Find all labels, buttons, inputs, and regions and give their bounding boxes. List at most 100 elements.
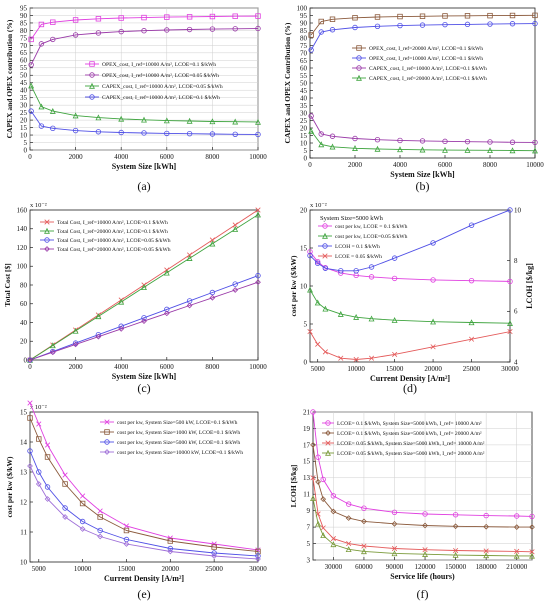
y-tick-label: 95 bbox=[20, 4, 28, 12]
data-point bbox=[483, 552, 490, 559]
y-tick-label: 85 bbox=[300, 27, 308, 35]
data-point bbox=[320, 525, 326, 531]
y-tick-label: 15 bbox=[20, 124, 28, 132]
x-tick-label: 25000 bbox=[205, 565, 223, 573]
data-point bbox=[315, 520, 322, 527]
data-point bbox=[186, 14, 193, 20]
legend-label: OPEX_cost, I_ref=10000 A/m², LCOE=0.1 $/… bbox=[102, 61, 216, 68]
y-tick-label: 10 bbox=[300, 282, 308, 290]
data-point bbox=[422, 551, 428, 557]
y-tick-label: 60 bbox=[300, 64, 308, 72]
data-point bbox=[141, 318, 147, 324]
y-tick-label: 50 bbox=[300, 79, 308, 87]
y-tick-label: 35 bbox=[300, 102, 308, 110]
data-point bbox=[141, 315, 147, 321]
y-tick-label: 3 bbox=[307, 556, 311, 564]
data-point bbox=[391, 545, 398, 552]
data-point bbox=[509, 12, 516, 19]
data-point bbox=[44, 496, 51, 502]
data-point bbox=[232, 287, 239, 293]
y-tick-label: 11 bbox=[20, 528, 27, 536]
x-tick-label: 15000 bbox=[386, 365, 404, 373]
y-tick-label: 0 bbox=[304, 154, 308, 162]
y-axis-label: cost per kw ($/kW) bbox=[289, 255, 298, 316]
data-point bbox=[28, 82, 35, 89]
data-point bbox=[310, 442, 316, 448]
x-tick-label: 210000 bbox=[506, 563, 528, 571]
series-2 bbox=[27, 211, 261, 363]
data-point bbox=[118, 115, 125, 122]
data-point bbox=[430, 318, 437, 325]
y-tick-label: 25 bbox=[20, 109, 28, 117]
data-point bbox=[391, 255, 398, 261]
data-point bbox=[422, 547, 428, 553]
data-point bbox=[397, 13, 403, 20]
data-point bbox=[507, 278, 513, 285]
data-point bbox=[345, 546, 352, 553]
y-tick-label: 80 bbox=[20, 281, 28, 289]
data-point bbox=[209, 289, 216, 296]
data-point bbox=[397, 146, 403, 153]
data-point bbox=[315, 479, 321, 485]
data-point bbox=[514, 513, 520, 519]
data-point bbox=[27, 400, 33, 406]
data-point bbox=[513, 552, 520, 559]
x-tick-label: 10000 bbox=[347, 365, 365, 373]
data-point bbox=[211, 544, 217, 550]
series-1 bbox=[28, 13, 261, 43]
y-tick-label: 50 bbox=[20, 72, 28, 80]
data-point bbox=[211, 550, 217, 556]
series-line bbox=[309, 251, 511, 282]
legend-marker bbox=[356, 65, 362, 71]
data-point bbox=[320, 476, 326, 483]
series-1 bbox=[308, 12, 538, 38]
data-point bbox=[374, 23, 381, 29]
data-point bbox=[186, 131, 193, 137]
y-tick-label: 5 bbox=[24, 139, 28, 147]
legend-label: OPEX_cost, I_ref=10000 A/m², LCOE=0.05 $… bbox=[102, 72, 219, 79]
data-point bbox=[164, 130, 170, 137]
data-point bbox=[452, 551, 459, 558]
x-tick-label: 10000 bbox=[526, 161, 544, 169]
y2-tick-label: 6 bbox=[514, 308, 518, 316]
legend-label: cost per kw, System Size=10000 kW, LCOE=… bbox=[117, 449, 243, 456]
data-point bbox=[255, 553, 261, 559]
data-point bbox=[397, 22, 403, 29]
data-point bbox=[164, 27, 170, 33]
data-point bbox=[314, 260, 321, 266]
data-point bbox=[255, 556, 261, 562]
data-point bbox=[464, 21, 471, 28]
data-point bbox=[141, 14, 147, 21]
y2-tick-label: 4 bbox=[514, 358, 518, 366]
data-point bbox=[487, 12, 493, 19]
x-tick-label: 30000 bbox=[249, 565, 267, 573]
y-tick-label: 120 bbox=[17, 244, 28, 252]
panel-caption: (f) bbox=[417, 587, 429, 601]
series-line bbox=[30, 85, 259, 123]
data-point bbox=[27, 415, 33, 421]
series-1 bbox=[27, 400, 261, 553]
y-tick-label: 30 bbox=[300, 109, 308, 117]
x-tick-label: 4000 bbox=[114, 153, 129, 161]
data-point bbox=[329, 16, 336, 22]
data-point bbox=[464, 13, 471, 19]
y-tick-label: 15 bbox=[303, 458, 311, 466]
data-point bbox=[468, 277, 475, 284]
series-2 bbox=[310, 442, 535, 530]
data-point bbox=[49, 107, 56, 114]
y-tick-label: 65 bbox=[20, 49, 28, 57]
y-multiplier: x 10⁻² bbox=[30, 404, 47, 411]
data-point bbox=[352, 145, 358, 151]
y-tick-label: 12 bbox=[20, 498, 28, 506]
y-tick-label: 7 bbox=[307, 524, 311, 532]
legend: Total Cost, I_ref=10000 A/m², LCOE=0.1 $… bbox=[40, 219, 171, 253]
series-line bbox=[29, 275, 259, 361]
legend-marker bbox=[89, 82, 95, 89]
x-tick-label: 6000 bbox=[160, 153, 175, 161]
data-point bbox=[352, 15, 358, 21]
data-point bbox=[62, 514, 68, 520]
data-point bbox=[391, 550, 398, 557]
y-tick-label: 140 bbox=[17, 225, 28, 233]
data-point bbox=[50, 125, 56, 132]
data-point bbox=[72, 127, 79, 134]
